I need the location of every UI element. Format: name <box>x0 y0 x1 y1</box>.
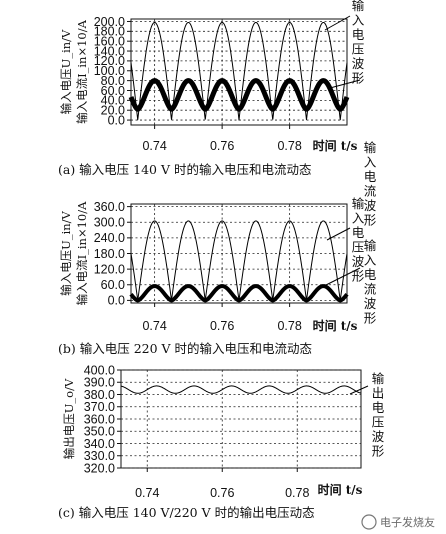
series-annotation: 流 <box>364 282 377 297</box>
y-tick-label: 0.0 <box>108 113 125 127</box>
y-tick-label: 240.0 <box>94 231 125 245</box>
y-tick-label: 180.0 <box>94 25 125 39</box>
y-tick-label: 120.0 <box>94 262 125 276</box>
y-tick-label: 100.0 <box>94 64 125 78</box>
annotation-arrow <box>324 15 351 31</box>
y-tick-label: 350.0 <box>84 425 115 439</box>
series-annotation: 入 <box>352 13 365 28</box>
y-axis-label: 输入电压U_in/V <box>59 210 73 295</box>
y-axis-label: 输入电流I_in×10/A <box>75 201 89 306</box>
series-annotation: 电 <box>364 267 377 282</box>
y-tick-label: 160.0 <box>94 34 125 48</box>
series-annotation: 波 <box>364 296 377 311</box>
y-tick-label: 360.0 <box>94 200 125 214</box>
series-annotation: 入 <box>364 253 377 268</box>
series-annotation: 形 <box>364 311 377 326</box>
series-annotation: 波 <box>352 254 365 269</box>
y-tick-label: 40.0 <box>101 94 125 108</box>
series-annotation: 流 <box>364 184 377 199</box>
y-tick-label: 400.0 <box>84 363 115 377</box>
x-axis-label: 时间 t/s <box>313 318 358 333</box>
plot-frame <box>130 18 348 126</box>
series-annotation: 输 <box>352 196 365 211</box>
x-tick-label: 0.74 <box>135 486 159 500</box>
annotation-arrow <box>349 385 369 395</box>
series-annotation: 波 <box>372 429 385 444</box>
series-annotation: 形 <box>352 269 365 284</box>
series-annotation: 电 <box>364 169 377 184</box>
annotation-arrow <box>326 227 351 241</box>
x-axis-label: 时间 t/s <box>318 482 363 497</box>
series-annotation: 入 <box>352 211 365 226</box>
series-line-2 <box>129 284 349 303</box>
y-tick-label: 20.0 <box>101 104 125 118</box>
y-tick-label: 60.0 <box>101 84 125 98</box>
x-tick-label: 0.76 <box>210 486 234 500</box>
series-annotation: 电 <box>372 400 385 415</box>
y-tick-label: 120.0 <box>94 54 125 68</box>
series-annotation: 输 <box>364 238 377 253</box>
y-tick-label: 360.0 <box>84 412 115 426</box>
x-tick-label: 0.78 <box>277 139 301 153</box>
series-annotation: 压 <box>352 42 365 57</box>
series-line-1 <box>120 385 362 394</box>
y-axis-label: 输入电压U_in/V <box>59 29 73 114</box>
y-tick-label: 300.0 <box>94 216 125 230</box>
x-tick-label: 0.76 <box>210 319 234 333</box>
series-line-1 <box>130 220 348 301</box>
annotation-arrow <box>329 79 361 89</box>
series-annotation: 压 <box>372 415 385 430</box>
watermark-text: 电子发烧友 <box>380 515 435 529</box>
y-tick-label: 140.0 <box>94 44 125 58</box>
annotation-arrow <box>325 267 361 286</box>
x-tick-label: 0.74 <box>142 139 166 153</box>
series-annotation: 形 <box>364 213 377 228</box>
y-tick-label: 60.0 <box>101 278 125 292</box>
series-annotation: 电 <box>352 27 365 42</box>
figure-caption: (a) 输入电压 140 V 时的输入电压和电流动态 <box>58 162 312 177</box>
series-annotation: 波 <box>352 56 365 71</box>
y-tick-label: 320.0 <box>84 461 115 475</box>
figure-caption: (b) 输入电压 220 V 时的输入电压和电流动态 <box>58 341 312 356</box>
y-tick-label: 0.0 <box>108 294 125 308</box>
series-annotation: 输 <box>372 371 385 386</box>
x-axis-label: 时间 t/s <box>313 138 358 153</box>
y-axis-label: 输入电流I_in×10/A <box>75 19 89 124</box>
x-tick-label: 0.76 <box>210 139 234 153</box>
x-tick-label: 0.78 <box>285 486 309 500</box>
figure-caption: (c) 输入电压 140 V/220 V 时的输出电压动态 <box>58 505 315 520</box>
y-axis-label: 输出电压U_o/V <box>62 378 76 459</box>
y-tick-label: 330.0 <box>84 449 115 463</box>
watermark: 电子发烧友 <box>361 514 435 530</box>
y-tick-label: 370.0 <box>84 400 115 414</box>
chart-panel-3: 320.0330.0340.0350.0360.0370.0380.0390.0… <box>58 363 385 520</box>
chart-panel-1: 0.020.040.060.080.0100.0120.0140.0160.01… <box>58 0 377 228</box>
series-annotation: 波 <box>364 198 377 213</box>
series-annotation: 电 <box>352 225 365 240</box>
series-annotation: 形 <box>352 71 365 86</box>
series-line-2 <box>128 78 350 112</box>
x-tick-label: 0.74 <box>142 319 166 333</box>
y-tick-label: 340.0 <box>84 437 115 451</box>
y-tick-label: 180.0 <box>94 247 125 261</box>
y-tick-label: 80.0 <box>101 74 125 88</box>
series-annotation: 出 <box>372 386 385 401</box>
series-annotation: 输 <box>352 0 365 13</box>
series-annotation: 形 <box>372 444 385 459</box>
series-annotation: 输 <box>364 140 377 155</box>
watermark-logo-icon <box>361 514 377 530</box>
series-line-1 <box>130 21 348 121</box>
y-tick-label: 390.0 <box>84 376 115 390</box>
y-tick-label: 200.0 <box>94 15 125 29</box>
series-annotation: 压 <box>352 240 365 255</box>
series-annotation: 入 <box>364 155 377 170</box>
y-tick-label: 380.0 <box>84 388 115 402</box>
x-tick-label: 0.78 <box>277 319 301 333</box>
